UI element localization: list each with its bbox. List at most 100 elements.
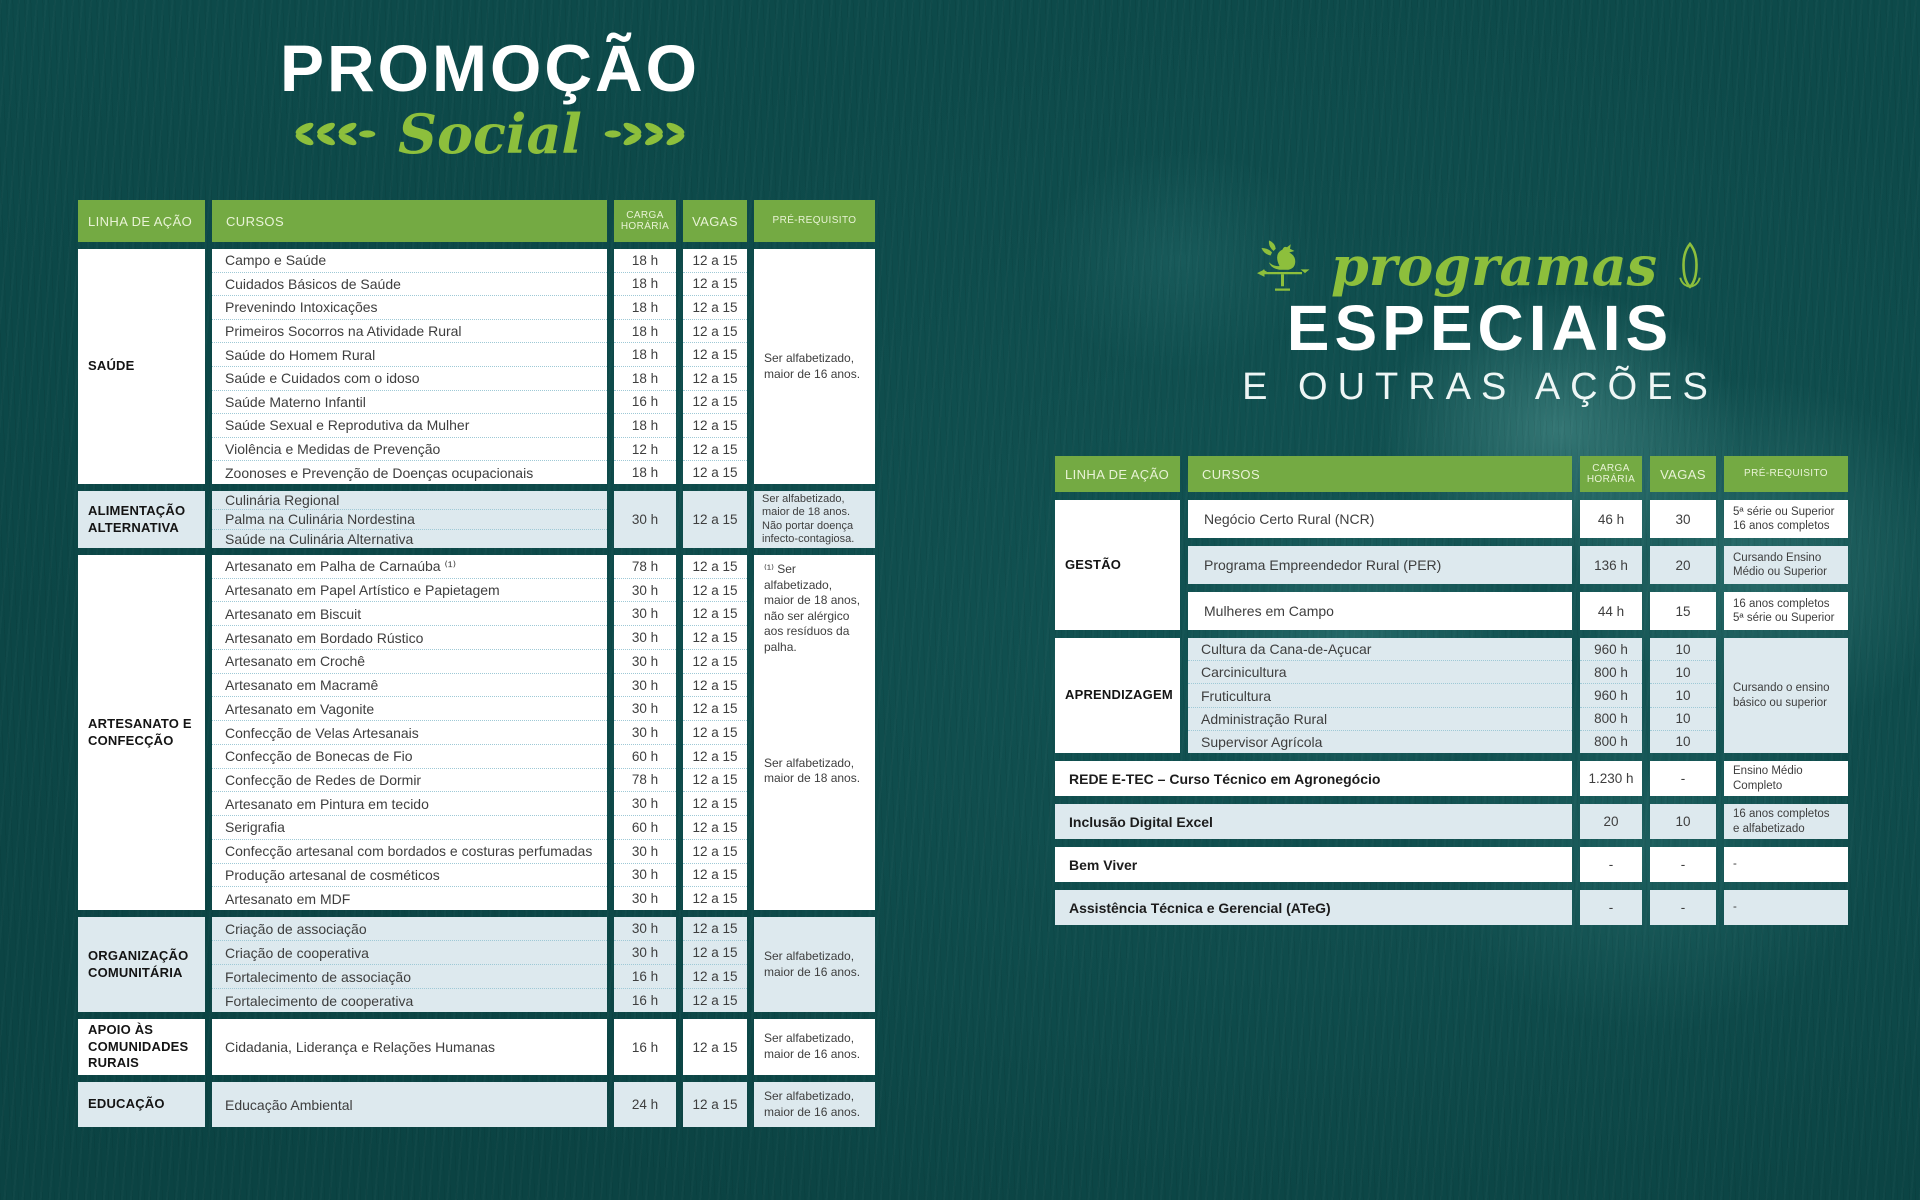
table-header-linha: LINHA DE AÇÃO xyxy=(1055,456,1180,492)
vagas-cell: 12 a 15 xyxy=(683,318,747,343)
table-header-vagas: VAGAS xyxy=(683,200,747,242)
vagas-cell: - xyxy=(1650,761,1716,796)
prereq-box: Ser alfabetizado, maior de 18 anos. Não … xyxy=(754,491,875,548)
carga-cell: 30 h xyxy=(614,838,676,863)
carga-cell: 18 h xyxy=(614,271,676,296)
section-label: ARTESANATO E CONFECÇÃO xyxy=(78,555,205,910)
corn-icon xyxy=(1679,242,1701,289)
carga-cell: 136 h xyxy=(1580,546,1642,584)
table-header-cursos: CURSOS xyxy=(212,200,607,242)
vagas-cell: 12 a 15 xyxy=(683,886,747,910)
program-label: REDE E-TEC – Curso Técnico em Agronegóci… xyxy=(1055,761,1572,796)
carga-cell: 800 h xyxy=(1580,706,1642,730)
vagas-cell: 10 xyxy=(1650,660,1716,683)
prereq-text: Ser alfabetizado, maior de 18 anos. Não … xyxy=(762,492,855,545)
course-cell: Artesanato em MDF xyxy=(212,886,607,910)
vagas-cell: 12 a 15 xyxy=(683,342,747,366)
vagas-box: 12 a 15 12 a 15 12 a 15 12 a 15 12 a 15 12 a … xyxy=(683,555,747,910)
prereq-text: Ser alfabetizado, maior de 16 anos. xyxy=(764,1031,861,1061)
course-cell: Saúde Materno Infantil xyxy=(212,389,607,414)
vagas-cell: 12 a 15 xyxy=(683,838,747,863)
carga-cell: - xyxy=(1580,890,1642,925)
carga-cell: 30 h xyxy=(614,601,676,625)
course-cell: Mulheres em Campo xyxy=(1188,592,1572,630)
carga-cell: 16 h xyxy=(614,389,676,414)
course-cell: Artesanato em Pintura em tecido xyxy=(212,791,607,815)
carga-cell: 16 h xyxy=(614,1019,676,1075)
prereq-text: 16 anos completos 5ª série ou Superior xyxy=(1724,592,1848,630)
prereq-box: ⁽¹⁾ Ser alfabetizado, maior de 18 anos, … xyxy=(754,555,875,910)
vagas-cell: 20 xyxy=(1650,546,1716,584)
vagas-cell: 12 a 15 xyxy=(692,252,738,268)
prereq-text: 16 anos completos e alfabetizado xyxy=(1724,804,1848,839)
section-label: ORGANIZAÇÃO COMUNITÁRIA xyxy=(78,917,205,1012)
program-label: Assistência Técnica e Gerencial (ATeG) xyxy=(1055,890,1572,925)
course-cell: Saúde na Culinária Alternativa xyxy=(212,528,607,548)
course-cell: Confecção de Bonecas de Fio xyxy=(212,743,607,768)
vagas-cell: 10 xyxy=(1650,729,1716,753)
course-cell: Palma na Culinária Nordestina xyxy=(212,509,607,528)
course-cell: Supervisor Agrícola xyxy=(1188,729,1572,753)
course-cell: Confecção artesanal com bordados e costu… xyxy=(212,838,607,863)
carga-cell: 30 h xyxy=(614,672,676,697)
carga-cell: 24 h xyxy=(614,1082,676,1127)
course-cell: Fruticultura xyxy=(1188,683,1572,706)
vagas-cell: 12 a 15 xyxy=(683,577,747,602)
course-cell: Artesanato em Papel Artístico e Papietag… xyxy=(212,577,607,602)
carga-cell: 60 h xyxy=(614,815,676,839)
vagas-cell: 12 a 15 xyxy=(683,271,747,296)
course-cell: Artesanato em Crochê xyxy=(212,648,607,673)
table-header-carga: CARGA HORÁRIA xyxy=(614,200,676,242)
right-title-sub: E OUTRAS AÇÕES xyxy=(1242,365,1718,408)
vagas-cell: 12 a 15 xyxy=(683,791,747,815)
vagas-cell: 12 a 15 xyxy=(683,601,747,625)
left-title-script: Social xyxy=(398,102,582,166)
laurel-sprig-icon xyxy=(295,123,376,146)
carga-cell: 18 h xyxy=(614,295,676,319)
vagas-cell: 10 xyxy=(1650,804,1716,839)
vagas-box: 10 10 10 10 10 xyxy=(1650,638,1716,753)
vagas-cell: 12 a 15 xyxy=(683,648,747,673)
vagas-cell: 12 a 15 xyxy=(683,1082,747,1127)
table-header-cursos: CURSOS xyxy=(1188,456,1572,492)
table-header-prereq: PRÉ-REQUISITO xyxy=(754,200,875,242)
vagas-cell: 12 a 15 xyxy=(683,389,747,414)
carga-cell: 46 h xyxy=(1580,500,1642,538)
carga-cell: 18 h xyxy=(614,342,676,366)
section-label: APOIO ÀS COMUNIDADES RURAIS xyxy=(78,1019,205,1075)
prereq-text: - xyxy=(1724,847,1848,882)
section-label: ALIMENTAÇÃO ALTERNATIVA xyxy=(78,491,205,548)
carga-cell: 1.230 h xyxy=(1580,761,1642,796)
courses-box: Campo e Saúde Cuidados Básicos de Saúde Pr… xyxy=(212,249,607,484)
carga-cell: 16 h xyxy=(614,964,676,988)
course-cell: Campo e Saúde xyxy=(225,252,327,269)
carga-cell: 18 h xyxy=(614,365,676,390)
carga-cell: 30 h xyxy=(614,491,676,548)
vagas-cell: 12 a 15 xyxy=(683,295,747,319)
vagas-cell: 12 a 15 xyxy=(683,988,747,1012)
section-label: EDUCAÇÃO xyxy=(78,1082,205,1127)
carga-cell: 16 h xyxy=(614,988,676,1012)
prereq-text: Ser alfabetizado, maior de 16 anos. xyxy=(764,350,861,381)
course-cell: Primeiros Socorros na Atividade Rural xyxy=(212,318,607,343)
programas-especiais-table: LINHA DE AÇÃO CURSOS CARGA HORÁRIA VAGAS PRÉ… xyxy=(1055,456,1848,925)
carga-box: 30 h 30 h 16 h 16 h xyxy=(614,917,676,1012)
course-cell: Programa Empreendedor Rural (PER) xyxy=(1188,546,1572,584)
carga-cell: 30 h xyxy=(614,625,676,649)
prereq-text: Cursando o ensino básico ou superior xyxy=(1724,638,1848,753)
courses-box: Educação Ambiental xyxy=(212,1082,607,1127)
carga-cell: 960 h xyxy=(1594,641,1628,657)
course-cell: Produção artesanal de cosméticos xyxy=(212,862,607,887)
courses-box: Artesanato em Palha de Carnaúba ⁽¹⁾ Artes… xyxy=(212,555,607,910)
table-header-linha: LINHA DE AÇÃO xyxy=(78,200,205,242)
course-cell: Culinária Regional xyxy=(225,492,340,509)
course-cell: Fortalecimento de associação xyxy=(212,964,607,988)
carga-cell: 18 h xyxy=(614,460,676,484)
carga-cell: 30 h xyxy=(614,886,676,910)
course-cell: Saúde e Cuidados com o idoso xyxy=(212,365,607,390)
carga-cell: 800 h xyxy=(1580,729,1642,753)
prereq-box: Ser alfabetizado, maior de 16 anos. xyxy=(754,917,875,1012)
course-cell: Criação de cooperativa xyxy=(212,940,607,964)
courses-box: Cultura da Cana-de-Açucar Carcinicultura F… xyxy=(1188,638,1572,753)
vagas-box: 12 a 15 12 a 15 12 a 15 12 a 15 xyxy=(683,917,747,1012)
